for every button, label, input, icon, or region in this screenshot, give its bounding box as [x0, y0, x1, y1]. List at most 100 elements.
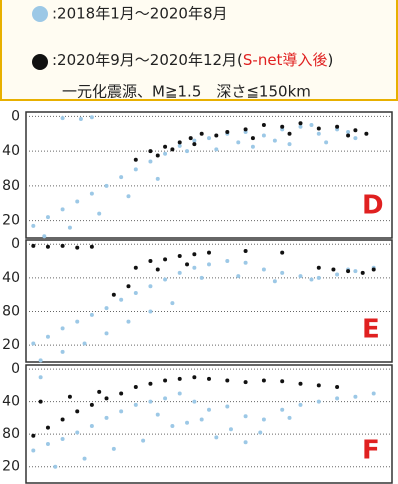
quake-point [214, 147, 219, 152]
quake-point [309, 277, 314, 282]
quake-point [148, 309, 153, 314]
quake-point [60, 417, 65, 422]
y-tick-label: 40 [2, 143, 20, 159]
quake-point [199, 417, 204, 422]
y-tick-label: 20 [2, 213, 20, 229]
quake-point [133, 157, 138, 162]
quake-point [353, 269, 358, 274]
quake-point [243, 127, 248, 132]
quake-point [371, 391, 376, 396]
quake-point [188, 136, 193, 141]
quake-point [225, 259, 230, 264]
quake-point [126, 194, 131, 199]
quake-point [89, 115, 94, 120]
quake-point [75, 245, 80, 250]
quake-point [207, 407, 211, 412]
quake-point [316, 383, 321, 388]
quake-point [31, 223, 36, 228]
quake-point [177, 270, 182, 275]
quake-point [60, 349, 65, 354]
quake-point [119, 409, 124, 414]
quake-point [316, 131, 321, 136]
quake-point [75, 319, 80, 324]
quake-point [243, 380, 248, 385]
quake-point [177, 376, 182, 381]
quake-point [60, 243, 65, 248]
panel-frame [25, 364, 393, 484]
quake-point [243, 248, 248, 253]
quake-point [353, 136, 358, 141]
quake-point [335, 384, 340, 389]
quake-point [75, 430, 80, 435]
quake-point [228, 427, 233, 432]
quake-point [261, 123, 266, 128]
quake-point [141, 438, 146, 443]
panel-label: E [362, 315, 380, 345]
quake-point [177, 253, 182, 258]
quake-point [89, 402, 94, 407]
quake-point [60, 116, 65, 121]
quake-point [360, 270, 365, 275]
quake-point [148, 284, 153, 289]
quake-point [243, 260, 248, 265]
quake-point [353, 394, 358, 399]
quake-point [192, 399, 197, 404]
quake-point [280, 270, 285, 275]
quake-point [346, 129, 351, 134]
quake-point [371, 267, 376, 272]
quake-point [298, 124, 303, 129]
quake-point [148, 381, 153, 386]
quake-point [31, 341, 36, 346]
quake-point [272, 138, 277, 143]
quake-point [104, 415, 109, 420]
quake-point [163, 151, 168, 156]
y-tick-label: 40 [2, 394, 20, 410]
quake-point [75, 409, 80, 414]
legend-marker [32, 6, 48, 22]
quake-point [199, 131, 204, 136]
quake-point [192, 375, 197, 380]
quake-point [199, 275, 204, 280]
quake-point [287, 142, 292, 147]
quake-point [104, 306, 109, 311]
quake-point [225, 404, 230, 409]
quake-point [316, 399, 321, 404]
quake-point [170, 301, 175, 306]
quake-point [133, 265, 138, 270]
quake-point [214, 133, 219, 138]
quake-point [163, 378, 168, 383]
quake-point [31, 243, 36, 248]
quake-point [298, 381, 303, 386]
quake-point [207, 136, 211, 141]
quake-point [104, 396, 109, 401]
legend-text-red: S-net導入後 [243, 51, 328, 69]
quake-point [298, 121, 303, 126]
quake-point [53, 464, 58, 469]
quake-point [272, 279, 277, 284]
quake-point [133, 291, 138, 296]
quake-point [60, 326, 65, 331]
quake-point [335, 124, 340, 129]
quake-point [335, 272, 340, 277]
quake-point [31, 433, 36, 438]
quake-point [119, 391, 124, 396]
quake-point [45, 215, 50, 220]
quake-point [97, 211, 102, 216]
quake-point [261, 378, 266, 383]
quake-point [258, 430, 263, 435]
quake-point [119, 297, 124, 302]
quake-point [324, 140, 329, 145]
quake-point [287, 415, 292, 420]
quake-point [236, 140, 241, 145]
quake-point [177, 143, 182, 148]
quake-point [280, 124, 285, 129]
legend-note: 一元化震源、M≧1.5 深さ≦150km [62, 83, 311, 101]
quake-point [155, 412, 160, 417]
quake-point [309, 123, 314, 128]
quake-point [155, 153, 160, 158]
quake-point [364, 131, 369, 136]
y-tick-label: 20 [2, 459, 20, 475]
quake-point [225, 129, 230, 134]
quake-point [111, 292, 116, 297]
quake-point [243, 440, 248, 445]
